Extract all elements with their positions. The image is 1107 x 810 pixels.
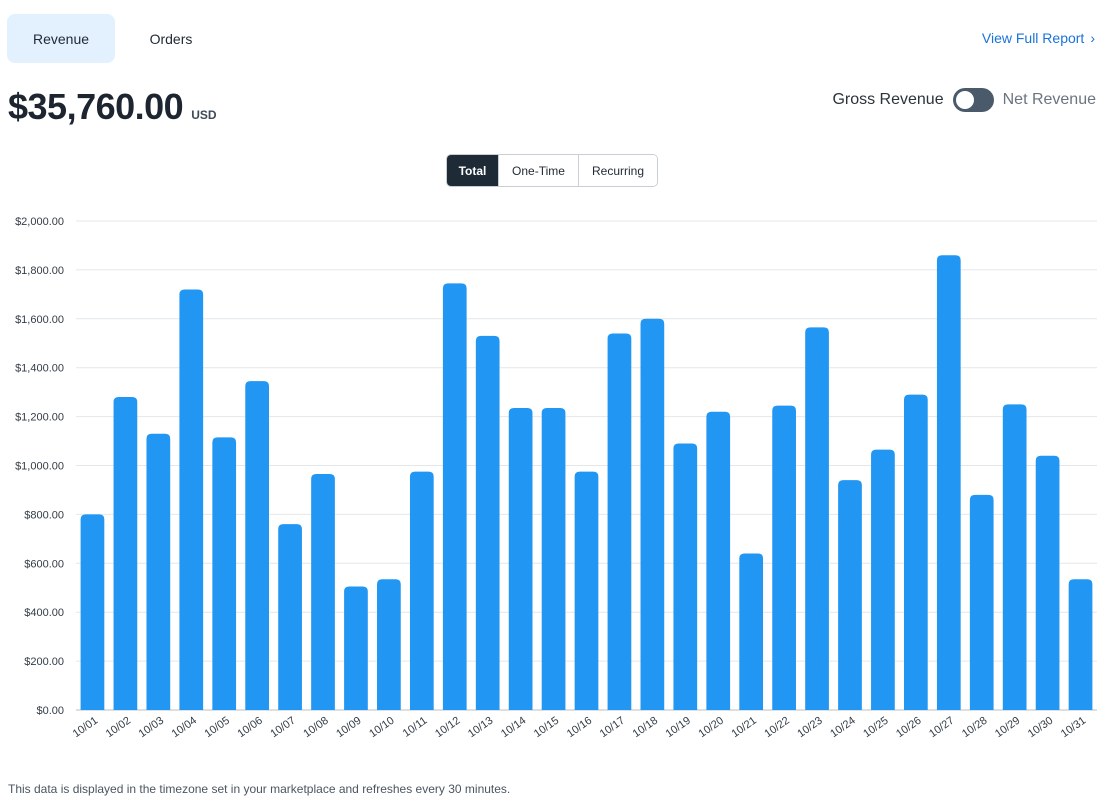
bar-10-21[interactable]: [739, 553, 764, 710]
bar-10-27[interactable]: [936, 255, 961, 711]
bar-10-16[interactable]: [574, 471, 599, 710]
bar-10-11[interactable]: [409, 471, 434, 710]
bar-10-10[interactable]: [377, 579, 401, 710]
y-tick-label: $1,000.00: [15, 461, 64, 473]
net-revenue-label: Net Revenue: [1002, 91, 1096, 108]
x-tick-label: 10/31: [1059, 715, 1088, 741]
bar-10-28[interactable]: [969, 494, 994, 710]
bar-10-29[interactable]: [1002, 404, 1027, 710]
x-tick-label: 10/05: [202, 715, 231, 741]
x-tick-label: 10/22: [762, 715, 791, 741]
y-tick-label: $600.00: [24, 558, 64, 570]
x-tick-label: 10/17: [598, 715, 627, 741]
bar-10-17[interactable]: [607, 333, 632, 710]
currency-code: USD: [191, 108, 217, 122]
bar-10-24[interactable]: [838, 480, 862, 710]
gross-revenue-label: Gross Revenue: [832, 91, 944, 108]
bar-10-04[interactable]: [179, 289, 204, 710]
x-tick-label: 10/16: [565, 715, 594, 741]
y-tick-label: $2,000.00: [15, 216, 64, 228]
x-tick-label: 10/03: [137, 715, 166, 741]
footnote: This data is displayed in the timezone s…: [8, 782, 511, 796]
x-tick-label: 10/26: [894, 715, 923, 741]
bar-10-08[interactable]: [311, 474, 335, 710]
y-tick-label: $400.00: [24, 607, 64, 619]
revenue-toggle-switch[interactable]: [952, 88, 994, 112]
x-tick-label: 10/21: [729, 715, 758, 741]
bar-10-01[interactable]: [80, 514, 105, 710]
x-tick-label: 10/02: [104, 715, 133, 741]
y-tick-label: $200.00: [24, 656, 64, 668]
revenue-bar-chart: $0.00 $200.00 $400.00 $600.00 $800.00 $1,000.…: [15, 216, 1097, 741]
view-full-report-link[interactable]: View Full Report ›: [982, 30, 1095, 46]
bar-10-19[interactable]: [673, 443, 698, 710]
x-tick-label: 10/30: [1026, 715, 1055, 741]
bar-10-02[interactable]: [113, 397, 138, 710]
x-tick-label: 10/01: [71, 715, 100, 741]
bar-10-15[interactable]: [541, 408, 566, 710]
segment-one-time[interactable]: One-Time: [498, 155, 578, 186]
y-tick-label: $1,200.00: [15, 412, 64, 424]
y-tick-label: $1,400.00: [15, 363, 64, 375]
x-tick-label: 10/11: [401, 715, 430, 740]
y-tick-label: $1,600.00: [15, 314, 64, 326]
bar-10-13[interactable]: [475, 335, 500, 710]
x-tick-label: 10/29: [993, 715, 1022, 741]
bar-10-14[interactable]: [508, 408, 533, 710]
x-tick-label: 10/10: [367, 715, 396, 741]
tab-revenue[interactable]: Revenue: [7, 14, 115, 63]
x-tick-label: 10/27: [927, 715, 956, 741]
x-tick-label: 10/12: [433, 715, 462, 741]
x-tick-label: 10/19: [664, 715, 693, 741]
bar-10-06[interactable]: [245, 381, 270, 710]
y-tick-label: $1,800.00: [15, 265, 64, 277]
x-tick-label: 10/28: [960, 715, 989, 741]
bar-10-20[interactable]: [706, 411, 731, 710]
bar-10-18[interactable]: [640, 318, 665, 710]
toggle-knob: [955, 91, 974, 109]
segment-total[interactable]: Total: [447, 155, 498, 186]
total-amount: $35,760.00: [8, 86, 184, 127]
x-tick-label: 10/06: [235, 715, 264, 741]
view-full-report-label: View Full Report: [981, 30, 1085, 46]
x-tick-label: 10/08: [301, 715, 330, 741]
x-tick-label: 10/24: [828, 715, 857, 741]
y-tick-label: $0.00: [36, 705, 64, 717]
revenue-type-toggle: Gross Revenue Net Revenue: [832, 88, 1096, 112]
x-tick-label: 10/14: [499, 715, 528, 741]
x-tick-label: 10/15: [532, 715, 561, 741]
x-tick-label: 10/18: [631, 715, 660, 741]
segment-recurring[interactable]: Recurring: [578, 155, 657, 186]
x-tick-label: 10/23: [795, 715, 824, 741]
y-tick-label: $800.00: [24, 509, 64, 521]
x-tick-label: 10/04: [170, 715, 199, 741]
revenue-segment-control: Total One-Time Recurring: [446, 154, 658, 187]
bar-10-25[interactable]: [871, 449, 895, 710]
bar-10-22[interactable]: [772, 405, 796, 710]
bar-10-31[interactable]: [1068, 579, 1093, 710]
x-tick-label: 10/20: [697, 715, 726, 741]
bar-10-12[interactable]: [442, 283, 467, 710]
x-tick-label: 10/09: [334, 715, 363, 741]
x-tick-label: 10/25: [861, 715, 890, 741]
bar-10-30[interactable]: [1035, 455, 1060, 710]
revenue-total: $35,760.00 USD: [8, 86, 217, 128]
bar-10-23[interactable]: [805, 327, 829, 710]
bar-10-09[interactable]: [344, 586, 368, 710]
bar-10-03[interactable]: [146, 433, 171, 710]
bar-10-05[interactable]: [212, 437, 237, 710]
chevron-right-icon: ›: [1090, 30, 1095, 46]
bar-10-26[interactable]: [903, 394, 928, 710]
bar-10-07[interactable]: [278, 524, 302, 710]
tab-orders[interactable]: Orders: [149, 30, 193, 47]
x-tick-label: 10/13: [466, 715, 495, 741]
x-tick-label: 10/07: [268, 715, 297, 741]
